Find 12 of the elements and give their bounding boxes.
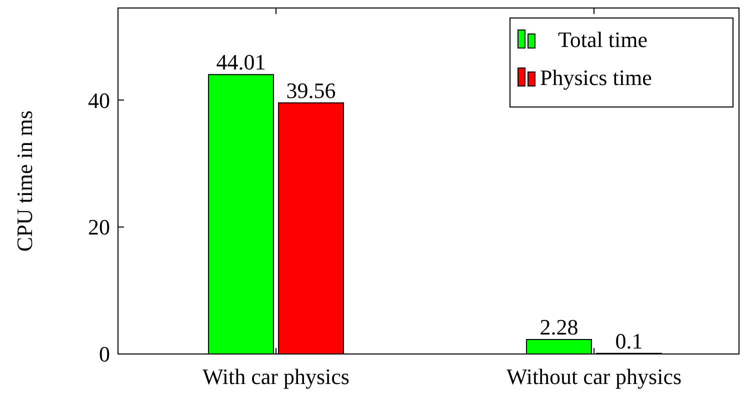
x-tick-label: With car physics: [202, 364, 350, 389]
data-label: 44.01: [216, 50, 266, 75]
legend-label: Total time: [558, 27, 648, 52]
data-label: 39.56: [286, 78, 336, 103]
data-label: 2.28: [540, 314, 578, 340]
y-tick-label: 20: [88, 214, 110, 240]
y-tick-label: 0: [99, 342, 110, 367]
y-tick-label: 40: [88, 88, 110, 113]
legend-label: Physics time: [540, 65, 652, 90]
y-axis-title: CPU time in ms: [12, 110, 37, 252]
x-tick-label: Without car physics: [506, 364, 682, 389]
data-label: 0.1: [615, 328, 643, 354]
